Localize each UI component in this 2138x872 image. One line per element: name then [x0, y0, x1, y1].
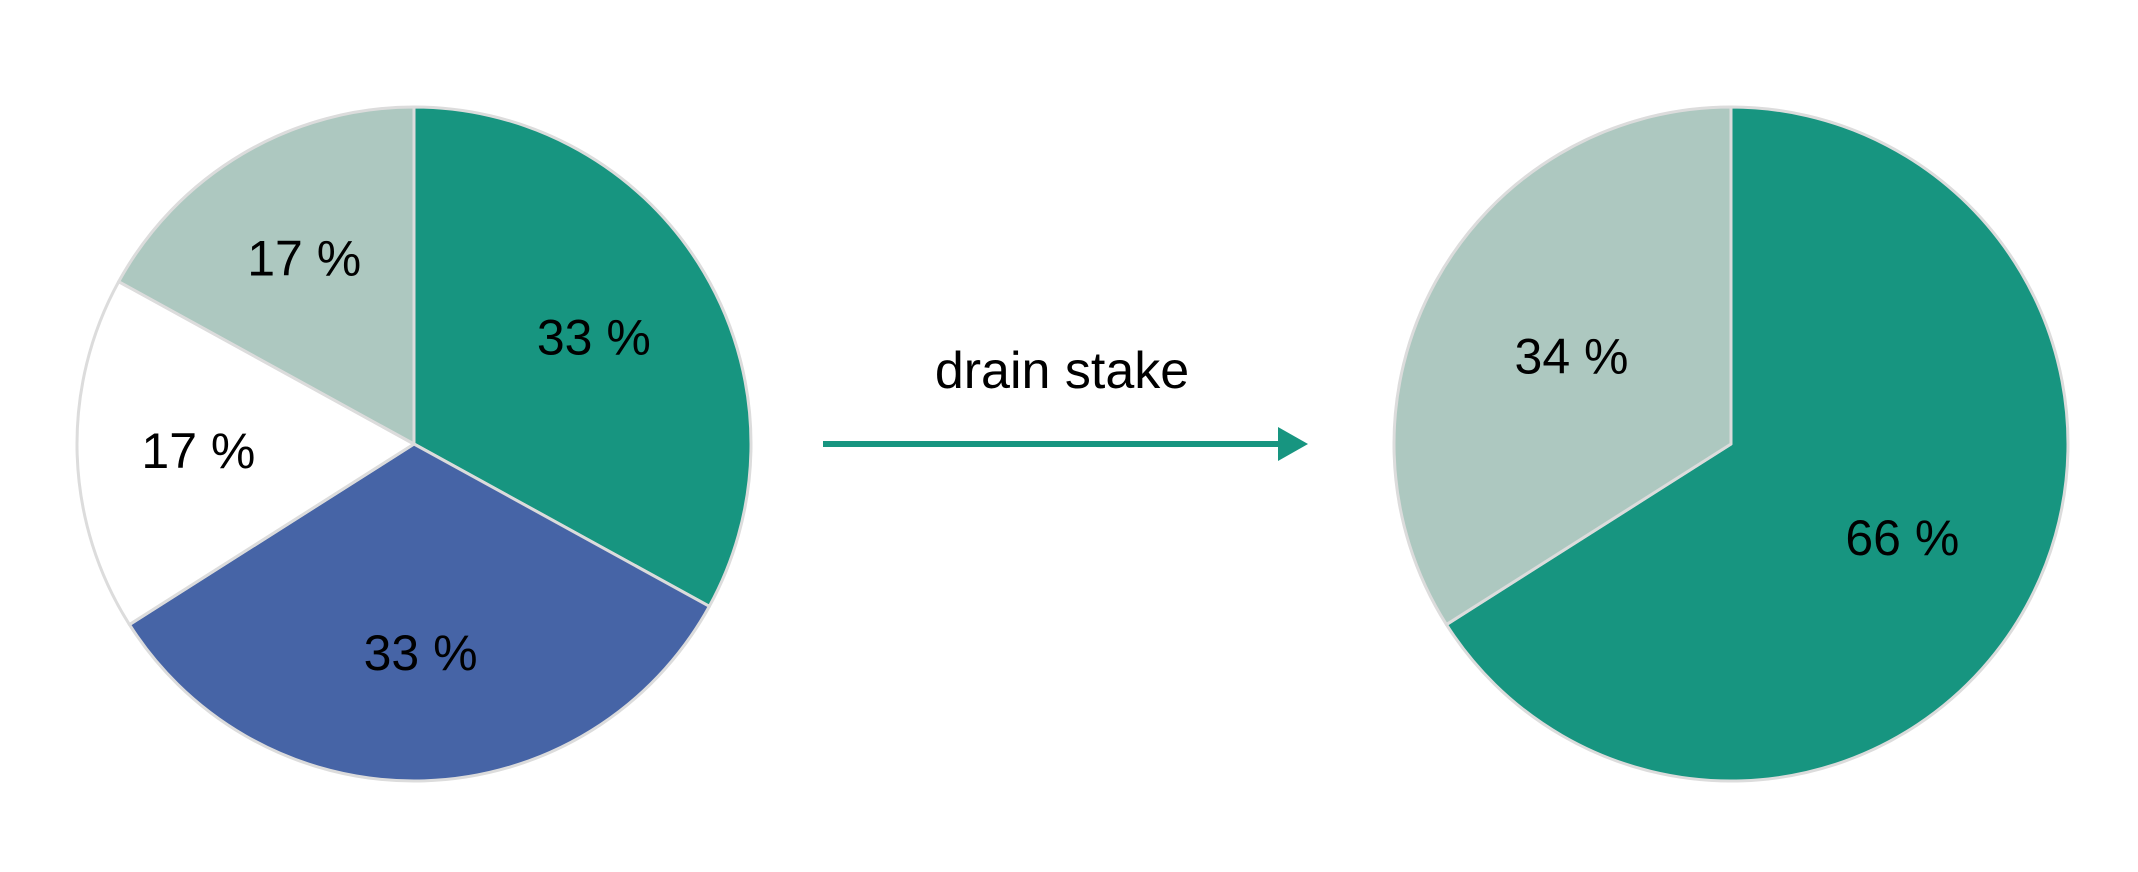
pie-before-slice-1	[412, 105, 753, 608]
pie-before-slice-2	[127, 442, 711, 783]
pie-after-slice-1	[1444, 105, 2070, 783]
pie-before-slice-1-label: 33 %	[537, 310, 651, 366]
pie-after-slice-1-label: 66 %	[1845, 510, 1959, 566]
pie-chart-after: 66 % 34 %	[1392, 105, 2070, 783]
pie-before-slice-4	[117, 105, 416, 446]
transition-arrow-group: drain stake	[823, 342, 1308, 461]
pie-chart-before: 33 % 33 % 17 % 17 %	[75, 105, 753, 783]
arrow-head-icon	[1278, 427, 1308, 461]
pie-after-slice-2	[1392, 105, 1733, 627]
pie-before-slice-3	[75, 280, 416, 627]
arrow-label: drain stake	[935, 342, 1189, 400]
pie-before-slice-3-label: 17 %	[141, 423, 255, 479]
pie-before-slice-4-label: 17 %	[247, 230, 361, 286]
pie-after-slice-2-label: 34 %	[1515, 328, 1629, 384]
pie-before-slice-2-label: 33 %	[364, 625, 478, 681]
